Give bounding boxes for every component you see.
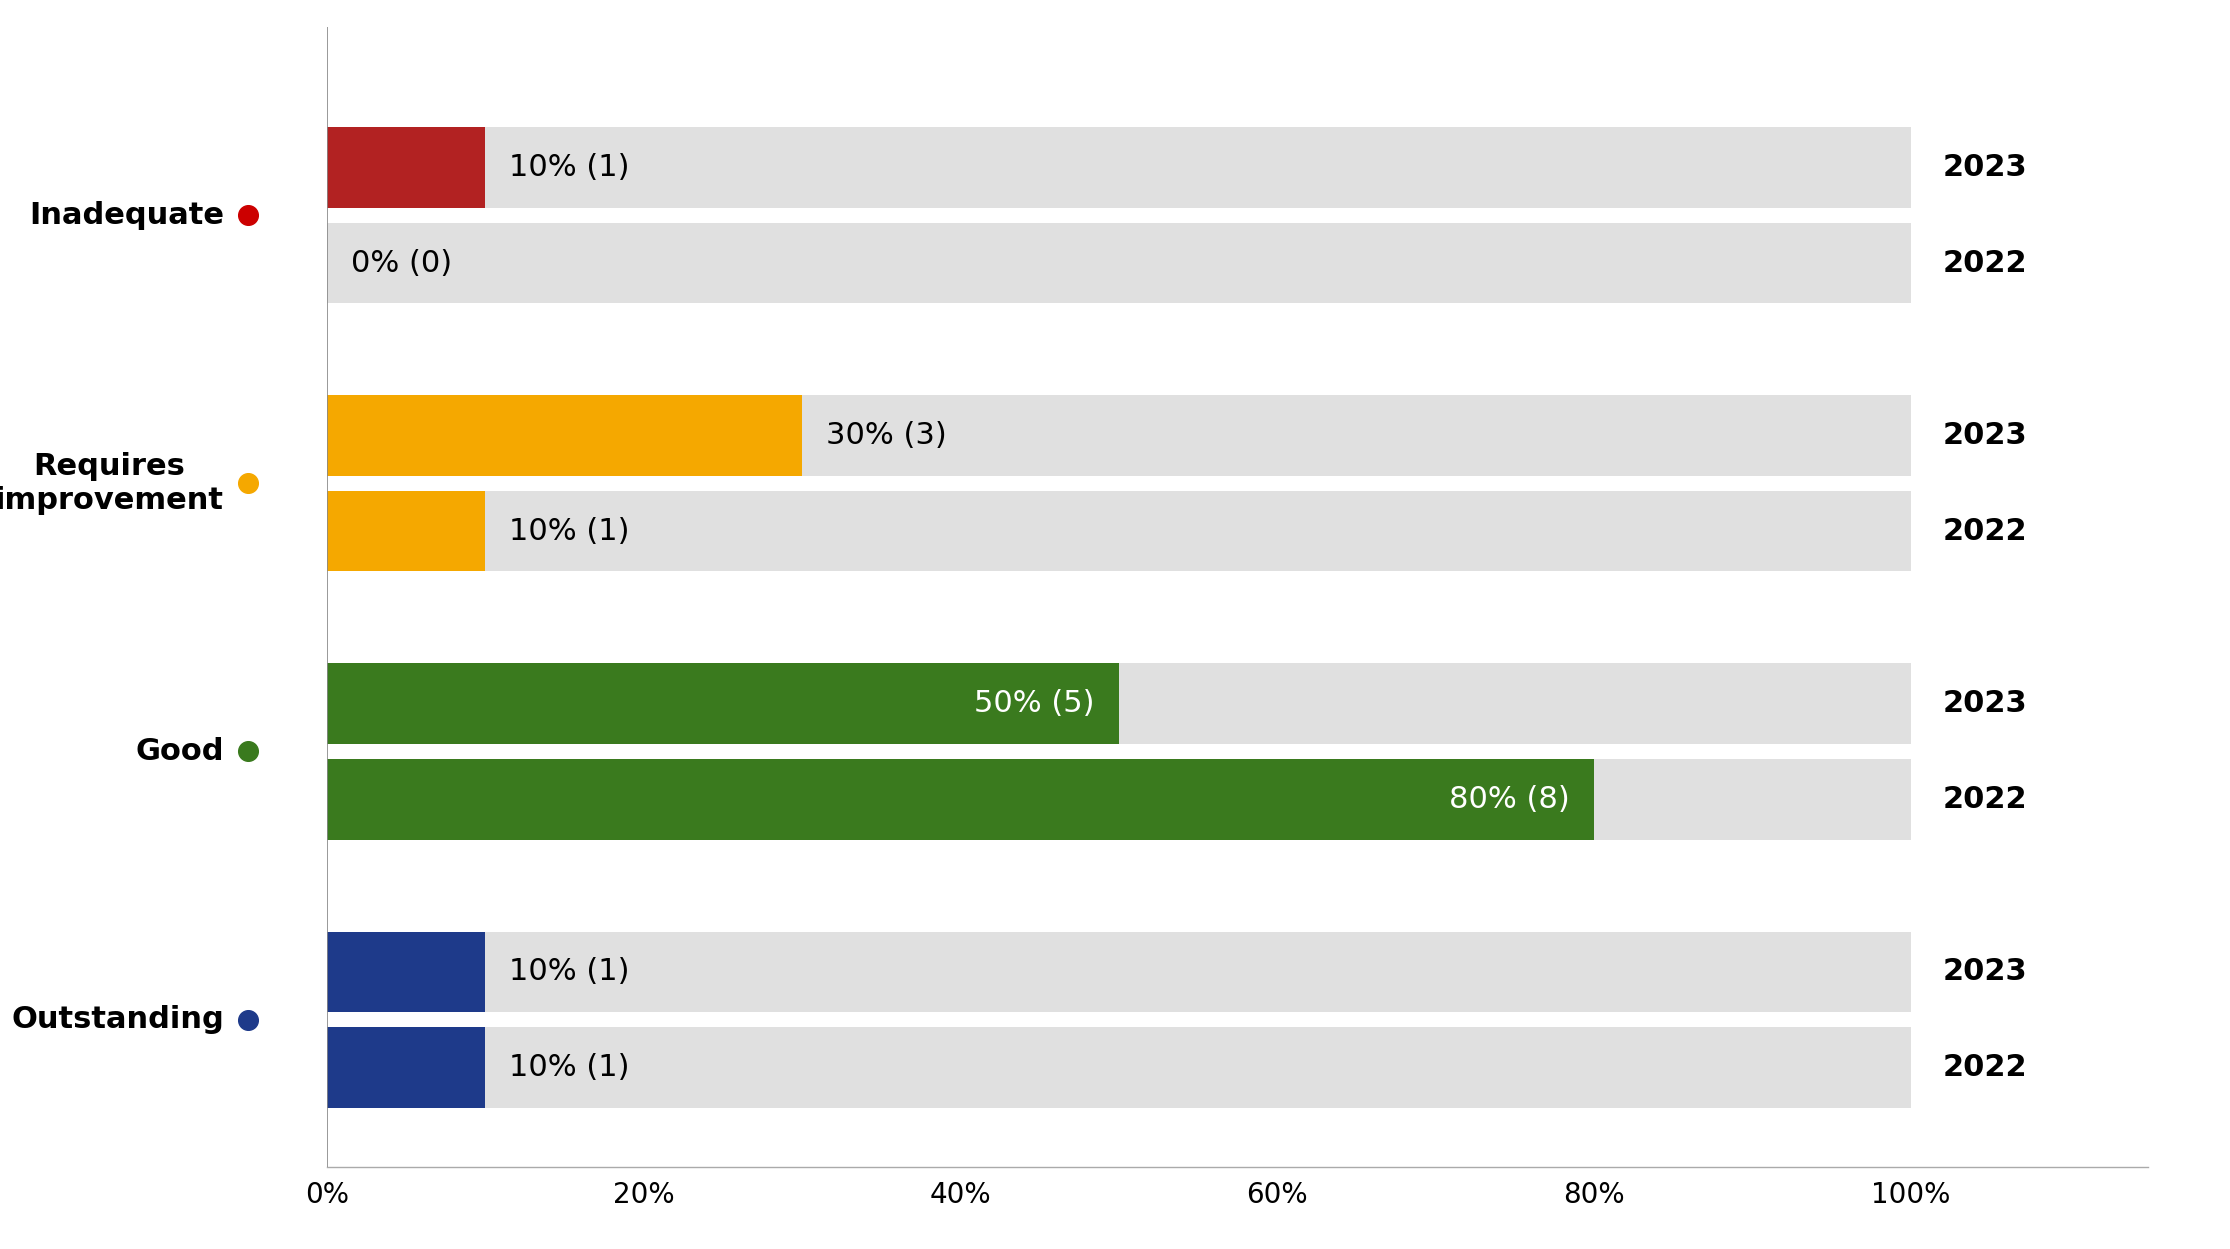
Text: 80% (8): 80% (8) xyxy=(1450,784,1570,814)
Bar xyxy=(328,1028,1911,1108)
Text: 2022: 2022 xyxy=(1942,784,2027,814)
Text: 10% (1): 10% (1) xyxy=(508,957,629,987)
Bar xyxy=(328,663,1119,744)
Bar xyxy=(328,1028,486,1108)
Text: Inadequate: Inadequate xyxy=(29,201,223,230)
Text: 50% (5): 50% (5) xyxy=(975,689,1095,718)
Text: 2022: 2022 xyxy=(1942,249,2027,277)
Point xyxy=(230,742,265,762)
Text: 2023: 2023 xyxy=(1942,421,2027,450)
Bar xyxy=(328,491,1911,572)
Text: Requires
improvement: Requires improvement xyxy=(0,452,223,515)
Bar xyxy=(328,222,1911,304)
Text: 30% (3): 30% (3) xyxy=(825,421,946,450)
Text: 0% (0): 0% (0) xyxy=(350,249,453,277)
Bar xyxy=(328,127,1911,207)
Bar xyxy=(328,127,486,207)
Point xyxy=(230,1009,265,1029)
Bar xyxy=(328,491,486,572)
Point xyxy=(230,205,265,225)
Bar xyxy=(328,932,486,1012)
Text: 2022: 2022 xyxy=(1942,1053,2027,1082)
Text: 2023: 2023 xyxy=(1942,957,2027,987)
Bar xyxy=(328,759,1911,839)
Text: 2022: 2022 xyxy=(1942,517,2027,546)
Bar xyxy=(328,759,1594,839)
Point xyxy=(230,473,265,493)
Text: 2023: 2023 xyxy=(1942,689,2027,718)
Bar xyxy=(328,932,1911,1012)
Bar xyxy=(328,395,1911,476)
Text: 10% (1): 10% (1) xyxy=(508,517,629,546)
Bar xyxy=(328,395,803,476)
Text: 10% (1): 10% (1) xyxy=(508,1053,629,1082)
Text: Good: Good xyxy=(136,737,223,766)
Bar xyxy=(328,663,1911,744)
Text: 10% (1): 10% (1) xyxy=(508,152,629,182)
Text: Outstanding: Outstanding xyxy=(11,1005,223,1034)
Text: 2023: 2023 xyxy=(1942,152,2027,182)
